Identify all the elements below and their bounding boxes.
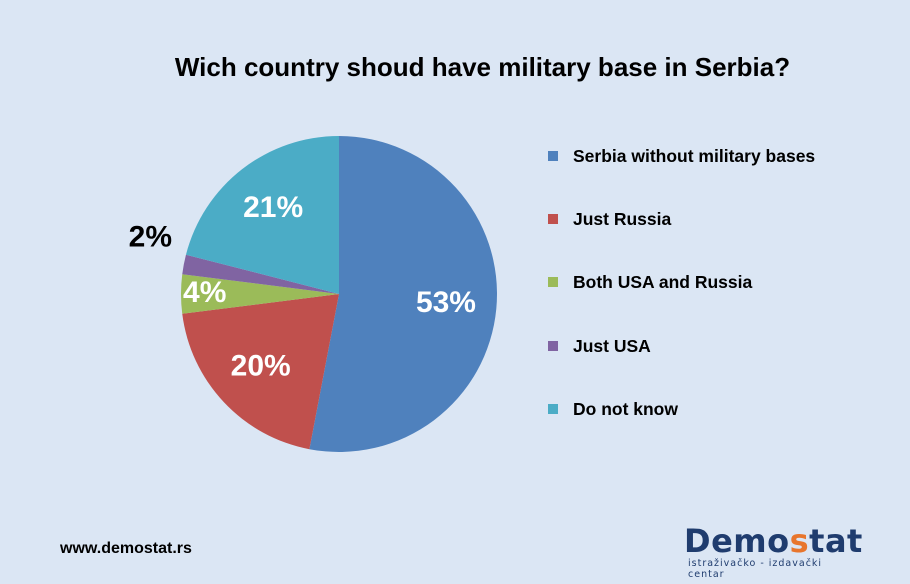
data-label-just-usa: 2%	[129, 221, 172, 254]
legend-swatch	[548, 341, 558, 351]
logo-wordmark: Demostat	[684, 522, 862, 560]
data-label-both-usa-russia: 4%	[183, 276, 226, 309]
legend-label: Both USA and Russia	[573, 272, 753, 292]
data-label-do-not-know: 21%	[243, 191, 303, 224]
slice-both-usa-russia	[181, 274, 339, 314]
legend-swatch	[548, 404, 558, 414]
legend-item-do-not-know: Do not know	[548, 399, 678, 420]
legend-swatch	[548, 214, 558, 224]
chart-title: Wich country shoud have military base in…	[174, 52, 791, 82]
footer-website-link[interactable]: www.demostat.rs	[60, 540, 192, 557]
demostat-logo: Demostat istraživačko - izdavački centar	[684, 522, 862, 580]
data-label-serbia-without-bases: 53%	[416, 286, 476, 319]
legend-item-both-usa-russia: Both USA and Russia	[548, 272, 752, 293]
legend-swatch	[548, 151, 558, 161]
logo-word-part: tat	[809, 522, 863, 560]
slice-serbia-without-bases	[309, 136, 497, 452]
legend-item-serbia-without-bases: Serbia without military bases	[548, 146, 815, 167]
logo-word-accent: s	[789, 522, 810, 560]
legend-item-just-usa: Just USA	[548, 336, 651, 357]
slice-do-not-know	[185, 136, 339, 294]
legend-swatch	[548, 277, 558, 287]
legend-label: Just Russia	[573, 209, 672, 229]
legend-label: Serbia without military bases	[573, 146, 816, 166]
legend-label: Do not know	[573, 399, 678, 419]
logo-tagline: istraživačko - izdavački centar	[688, 558, 823, 580]
slice-just-russia	[182, 294, 339, 450]
logo-word-part: Demo	[684, 522, 790, 560]
slice-just-usa	[182, 254, 339, 294]
legend-item-just-russia: Just Russia	[548, 209, 671, 230]
legend-label: Just USA	[573, 336, 651, 356]
data-label-just-russia: 20%	[231, 349, 291, 382]
